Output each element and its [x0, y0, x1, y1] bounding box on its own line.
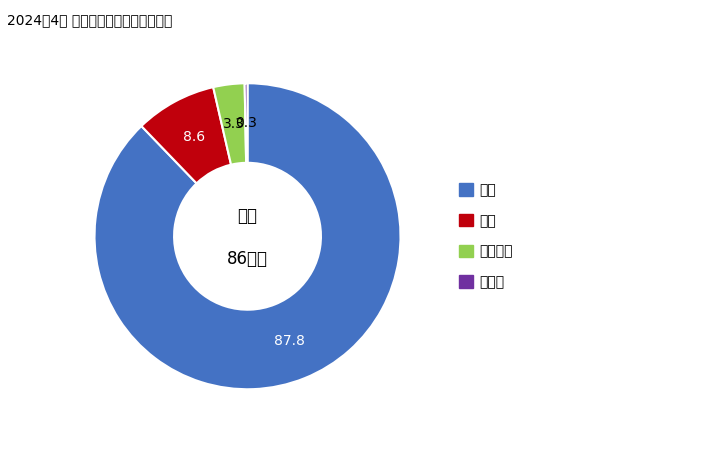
Text: 2024年4月 輸入相手国のシェア（％）: 2024年4月 輸入相手国のシェア（％）	[7, 14, 173, 27]
Text: 総額: 総額	[237, 207, 258, 225]
Text: 3.3: 3.3	[223, 117, 245, 131]
Text: 87.8: 87.8	[274, 334, 305, 348]
Wedge shape	[95, 83, 400, 389]
Text: 86億円: 86億円	[227, 250, 268, 268]
Wedge shape	[141, 87, 231, 183]
Text: 0.3: 0.3	[236, 116, 258, 130]
Legend: 中国, タイ, ベトナム, その他: 中国, タイ, ベトナム, その他	[454, 178, 519, 295]
Text: 8.6: 8.6	[183, 130, 205, 144]
Wedge shape	[245, 83, 248, 163]
Wedge shape	[213, 83, 246, 165]
